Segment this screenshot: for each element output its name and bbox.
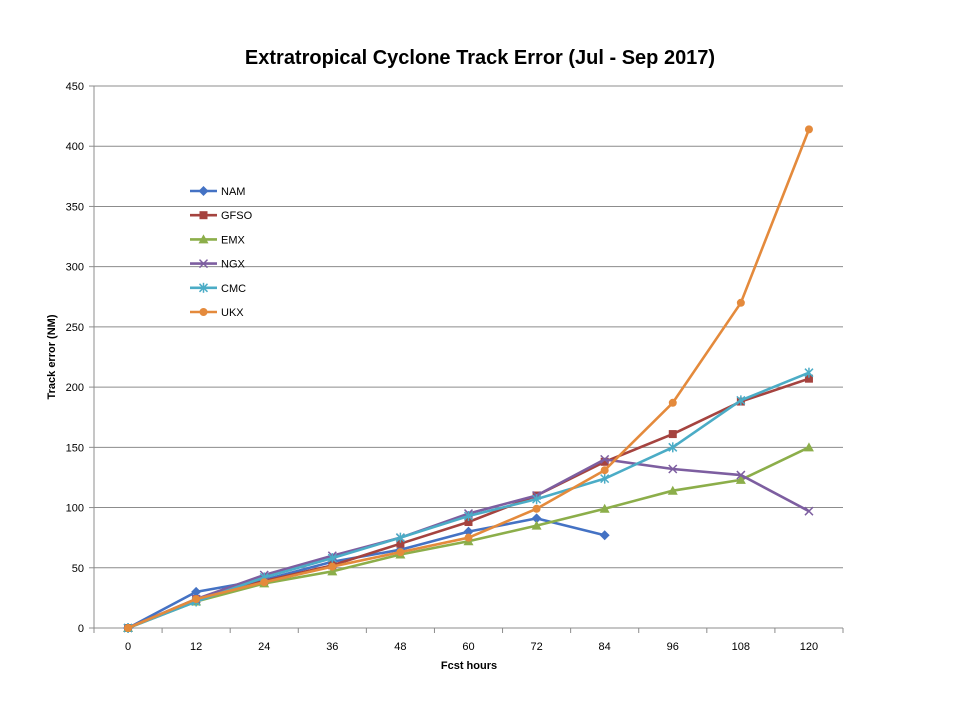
y-tick-label: 250 bbox=[66, 322, 84, 334]
axes: 0 50 100 150 200 250 300 350 400 450 0 12 24 36 48 60 72… bbox=[66, 81, 844, 653]
data-point-emx bbox=[599, 503, 610, 513]
gridlines bbox=[94, 85, 843, 569]
y-tick-label: 400 bbox=[66, 141, 84, 153]
x-tick-label: 12 bbox=[190, 641, 202, 653]
marker-stroke bbox=[600, 454, 610, 464]
legend-label-ukx: UKX bbox=[221, 307, 244, 319]
data-point-cmc bbox=[668, 442, 678, 453]
legend-item-nam: NAM bbox=[190, 186, 245, 198]
data-point-gfso bbox=[464, 518, 473, 527]
y-tick-label: 0 bbox=[78, 623, 84, 635]
data-point-cmc bbox=[327, 553, 337, 564]
data-point-cmc bbox=[736, 395, 746, 406]
data-point-ngx bbox=[804, 506, 814, 516]
x-tick-label: 36 bbox=[326, 641, 338, 653]
data-point-nam bbox=[191, 586, 202, 597]
y-tick-label: 50 bbox=[72, 563, 84, 575]
data-point-cmc bbox=[804, 367, 814, 378]
data-point-gfso bbox=[396, 539, 405, 548]
y-tick-label: 150 bbox=[66, 442, 84, 454]
data-point-nam bbox=[599, 530, 610, 541]
legend-marker-ngx bbox=[198, 259, 209, 269]
legend-marker-cmc bbox=[198, 282, 209, 293]
data-point-cmc bbox=[600, 473, 610, 484]
data-point-ukx bbox=[532, 504, 541, 513]
data-point-ukx bbox=[192, 595, 201, 604]
data-point-emx bbox=[803, 442, 814, 452]
data-point-ukx bbox=[260, 578, 269, 587]
data-point-gfso bbox=[600, 457, 609, 466]
data-point-ukx bbox=[736, 298, 745, 307]
series-line-nam bbox=[127, 517, 605, 630]
legend-marker-gfso bbox=[199, 211, 208, 220]
legend-item-gfso: GFSO bbox=[190, 210, 253, 222]
series-ukx bbox=[124, 125, 813, 632]
legend-item-cmc: CMC bbox=[190, 282, 246, 295]
data-point-gfso bbox=[804, 374, 813, 383]
x-tick-label: 0 bbox=[125, 641, 131, 653]
legend-label-emx: EMX bbox=[221, 234, 246, 246]
x-tick-label: 108 bbox=[732, 641, 750, 653]
data-point-ukx bbox=[396, 548, 405, 557]
x-tick-label: 60 bbox=[462, 641, 474, 653]
data-point-cmc bbox=[532, 494, 542, 505]
data-point-ukx bbox=[124, 624, 133, 632]
data-point-emx bbox=[327, 566, 338, 576]
y-tick-label: 450 bbox=[66, 81, 84, 93]
y-tick-label: 200 bbox=[66, 382, 84, 394]
data-point-ukx bbox=[668, 398, 677, 407]
series-nam bbox=[123, 513, 610, 633]
x-tick-label: 96 bbox=[667, 641, 679, 653]
data-point-ngx bbox=[736, 470, 746, 480]
x-axis-label: Fcst hours bbox=[441, 660, 497, 672]
data-point-emx bbox=[667, 485, 678, 495]
x-tick-label: 24 bbox=[258, 641, 270, 653]
legend-item-emx: EMX bbox=[190, 234, 246, 246]
data-point-ngx bbox=[600, 454, 610, 464]
data-point-ngx bbox=[668, 464, 678, 474]
y-tick-label: 300 bbox=[66, 262, 84, 274]
legend-marker-emx bbox=[198, 234, 209, 244]
y-tick-label: 100 bbox=[66, 503, 84, 515]
legend-item-ukx: UKX bbox=[190, 307, 244, 319]
x-tick-label: 84 bbox=[599, 641, 611, 653]
y-tick-label: 350 bbox=[66, 201, 84, 213]
data-point-emx bbox=[531, 520, 542, 530]
x-tick-label: 72 bbox=[530, 641, 542, 653]
marker-stroke bbox=[198, 259, 209, 269]
data-point-ukx bbox=[464, 533, 473, 542]
data-point-nam bbox=[531, 513, 542, 524]
marker-stroke bbox=[668, 464, 678, 474]
data-point-cmc bbox=[463, 510, 474, 521]
data-point-gfso bbox=[668, 430, 677, 439]
legend-label-gfso: GFSO bbox=[221, 210, 253, 222]
x-tick-label: 120 bbox=[800, 641, 818, 653]
legend-label-ngx: NGX bbox=[221, 259, 246, 271]
legend-item-ngx: NGX bbox=[190, 259, 246, 271]
data-point-emx bbox=[735, 474, 746, 484]
data-point-ukx bbox=[600, 466, 609, 475]
data-point-nam bbox=[463, 526, 474, 537]
legend-marker-nam bbox=[198, 186, 209, 196]
x-tick-label: 48 bbox=[394, 641, 406, 653]
y-axis-label: Track error (NM) bbox=[46, 314, 58, 399]
data-point-ukx bbox=[328, 562, 337, 571]
legend-marker-ukx bbox=[199, 308, 208, 316]
marker-stroke bbox=[736, 470, 746, 480]
chart-title: Extratropical Cyclone Track Error (Jul -… bbox=[245, 47, 715, 69]
data-point-cmc bbox=[395, 532, 405, 543]
legend-label-cmc: CMC bbox=[221, 283, 246, 295]
data-point-ukx bbox=[804, 125, 813, 134]
marker-stroke bbox=[804, 506, 814, 516]
legend-label-nam: NAM bbox=[221, 186, 245, 198]
series-line-ukx bbox=[127, 128, 811, 630]
series-lines bbox=[123, 125, 814, 633]
legend: NAM GFSO EMX NGX CMC UKX bbox=[190, 186, 253, 319]
